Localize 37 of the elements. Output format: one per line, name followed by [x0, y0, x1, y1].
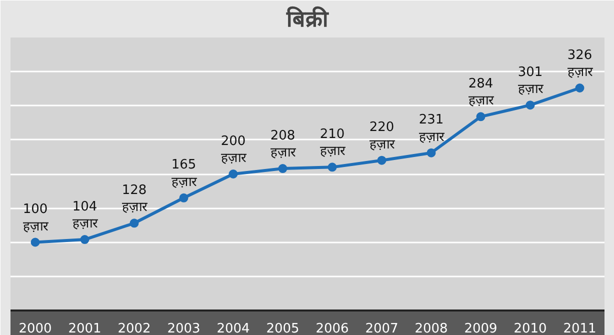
- point: [278, 164, 288, 174]
- data-label: 165 हज़ार: [171, 158, 198, 190]
- data-label: 326 हज़ार: [567, 48, 594, 80]
- point: [426, 148, 436, 158]
- x-tick-label: 2011: [563, 322, 596, 335]
- x-tick-label: 2007: [365, 322, 398, 335]
- point: [575, 84, 584, 92]
- data-label: 231 हज़ार: [418, 112, 445, 145]
- point: [476, 112, 486, 122]
- x-tick-label: 2004: [216, 322, 250, 335]
- x-tick-label: 2005: [266, 322, 300, 335]
- chart-title: बिक्री: [286, 6, 330, 32]
- x-tick-label: 2002: [118, 322, 151, 335]
- point: [30, 238, 40, 247]
- data-label: 220 हज़ार: [369, 120, 396, 152]
- x-tick-label: 2010: [514, 322, 547, 335]
- data-label: 210 हज़ार: [320, 126, 346, 160]
- point: [179, 193, 188, 202]
- x-tick-label: 2008: [414, 322, 448, 335]
- data-label: 301 हज़ार: [518, 64, 544, 98]
- data-label: 104 हज़ार: [72, 199, 98, 232]
- data-label: 284 हज़ार: [468, 76, 494, 109]
- point: [130, 218, 139, 228]
- x-tick-label: 2003: [167, 322, 200, 335]
- point: [526, 100, 535, 110]
- x-tick-label: 2009: [464, 322, 498, 335]
- x-tick-label: 2000: [18, 322, 52, 335]
- data-label: 200 हज़ार: [220, 134, 247, 166]
- data-label: 100 हज़ार: [22, 202, 49, 234]
- point: [80, 235, 90, 244]
- data-label: 208 हज़ार: [270, 128, 296, 161]
- point: [328, 162, 337, 172]
- x-tick-label: 2006: [316, 322, 349, 335]
- point: [377, 156, 386, 165]
- point: [228, 170, 238, 178]
- x-tick-label: 2001: [68, 322, 102, 335]
- data-label: 128 हज़ार: [122, 182, 148, 216]
